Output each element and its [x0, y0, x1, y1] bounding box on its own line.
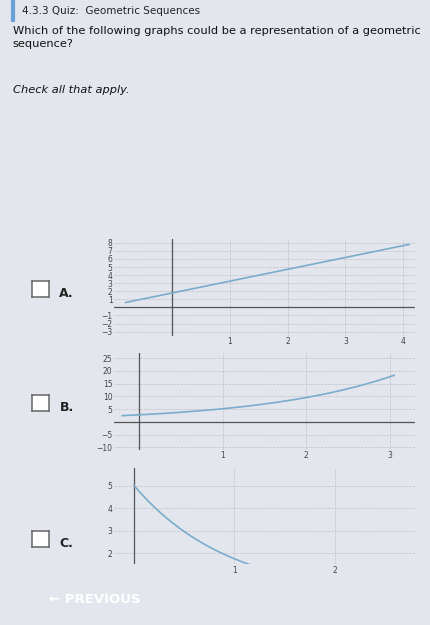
Text: Which of the following graphs could be a representation of a geometric
sequence?: Which of the following graphs could be a… — [13, 26, 421, 49]
Text: ← PREVIOUS: ← PREVIOUS — [49, 593, 141, 606]
Text: A.: A. — [59, 287, 74, 300]
Text: C.: C. — [60, 537, 74, 550]
Text: 4.3.3 Quiz:  Geometric Sequences: 4.3.3 Quiz: Geometric Sequences — [22, 6, 200, 16]
Text: Check all that apply.: Check all that apply. — [13, 85, 129, 95]
Text: B.: B. — [59, 401, 74, 414]
